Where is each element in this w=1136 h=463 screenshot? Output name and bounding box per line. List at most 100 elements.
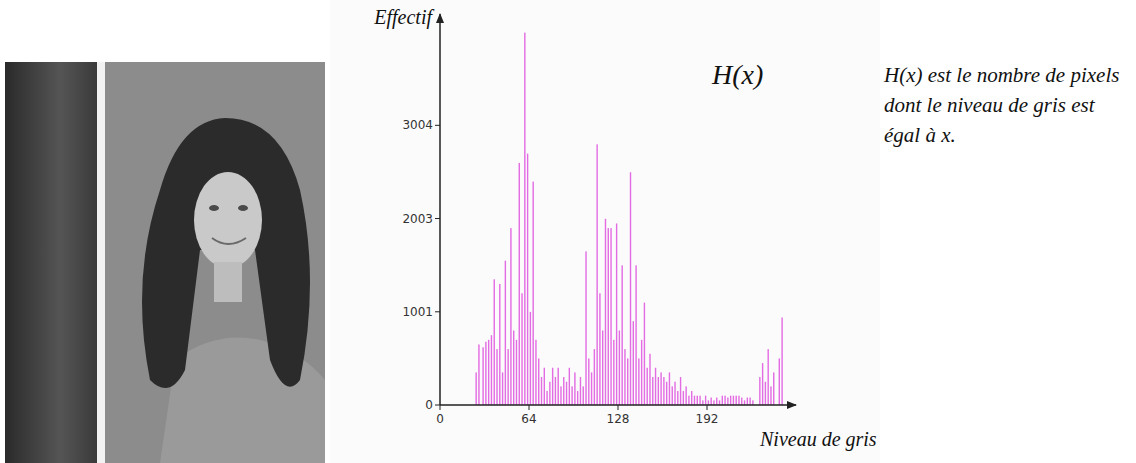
bar: [674, 382, 675, 405]
bar: [630, 172, 631, 405]
photo-hair: [142, 118, 310, 388]
bar: [688, 396, 689, 405]
bar: [496, 349, 497, 405]
bar: [633, 321, 634, 405]
bar: [569, 368, 570, 405]
bar: [616, 223, 617, 405]
bar: [741, 398, 742, 405]
bar: [644, 303, 645, 405]
bar: [594, 349, 595, 405]
bar: [499, 284, 500, 405]
x-tick-label: 0: [436, 412, 444, 426]
bar: [727, 398, 728, 405]
bar: [621, 265, 622, 405]
bar: [652, 377, 653, 405]
bar: [738, 396, 739, 405]
bar: [530, 312, 531, 405]
bar: [694, 396, 695, 405]
bar: [513, 331, 514, 405]
y-axis-title: Effectif: [373, 6, 434, 29]
bar: [669, 372, 670, 405]
photo-eye: [209, 205, 219, 211]
bar: [663, 377, 664, 405]
bar: [660, 372, 661, 405]
bar: [765, 382, 766, 405]
bar: [691, 391, 692, 405]
bar: [544, 368, 545, 405]
annotation: H(x) est le nombre de pixelsdont le nive…: [883, 63, 1119, 147]
x-axis-title: Niveau de gris: [759, 428, 877, 451]
bar: [560, 386, 561, 405]
photo: [5, 62, 325, 463]
bar: [759, 377, 760, 405]
bar: [566, 382, 567, 405]
bar: [608, 228, 609, 405]
x-tick-label: 64: [521, 412, 536, 426]
bar: [478, 344, 479, 405]
bar: [779, 358, 780, 405]
bar: [491, 335, 492, 405]
bar: [747, 398, 748, 405]
bar: [494, 279, 495, 405]
bar: [683, 391, 684, 405]
y-tick-label: 2003: [402, 212, 433, 226]
bar: [710, 398, 711, 405]
bar: [770, 386, 771, 405]
bar: [577, 391, 578, 405]
photo-strip: [5, 62, 97, 463]
bar: [524, 33, 525, 405]
x-tick: [707, 405, 708, 410]
bar: [733, 396, 734, 405]
bar: [658, 377, 659, 405]
bar: [767, 349, 768, 405]
bar: [527, 154, 528, 405]
bar: [724, 396, 725, 405]
bar: [532, 182, 533, 405]
bar: [736, 396, 737, 405]
bar: [507, 349, 508, 405]
bar: [749, 398, 750, 405]
bar: [538, 358, 539, 405]
bar: [585, 251, 586, 405]
bar: [552, 368, 553, 405]
x-tick-label: 128: [607, 412, 630, 426]
annotation-line: dont le niveau de gris est: [884, 93, 1096, 117]
bar: [541, 377, 542, 405]
bar: [583, 386, 584, 405]
bar: [588, 358, 589, 405]
bar: [563, 377, 564, 405]
bar: [546, 391, 547, 405]
bar: [549, 382, 550, 405]
bar: [502, 372, 503, 405]
bar: [666, 382, 667, 405]
chart-background: [330, 0, 880, 463]
bar: [649, 354, 650, 405]
bar: [672, 386, 673, 405]
annotation-line: égal à x.: [884, 123, 956, 147]
bar: [619, 331, 620, 405]
x-tick-label: 192: [696, 412, 719, 426]
photo-gap: [97, 62, 105, 463]
y-tick: [435, 311, 440, 312]
x-tick: [440, 405, 441, 410]
bar: [685, 386, 686, 405]
y-tick-label: 1001: [402, 305, 433, 319]
bar: [635, 265, 636, 405]
photo-eye: [238, 205, 248, 211]
bar: [516, 340, 517, 405]
bar: [558, 368, 559, 405]
bar: [730, 396, 731, 405]
bar: [624, 349, 625, 405]
y-tick: [435, 218, 440, 219]
bar: [574, 372, 575, 405]
bar: [699, 396, 700, 405]
bar: [591, 372, 592, 405]
bar: [519, 163, 520, 405]
bar: [488, 340, 489, 405]
bars: [475, 33, 782, 405]
bar: [638, 358, 639, 405]
y-tick: [435, 405, 440, 406]
y-tick-label: 3004: [402, 118, 433, 132]
y-tick-label: 0: [425, 398, 433, 412]
bar: [510, 228, 511, 405]
